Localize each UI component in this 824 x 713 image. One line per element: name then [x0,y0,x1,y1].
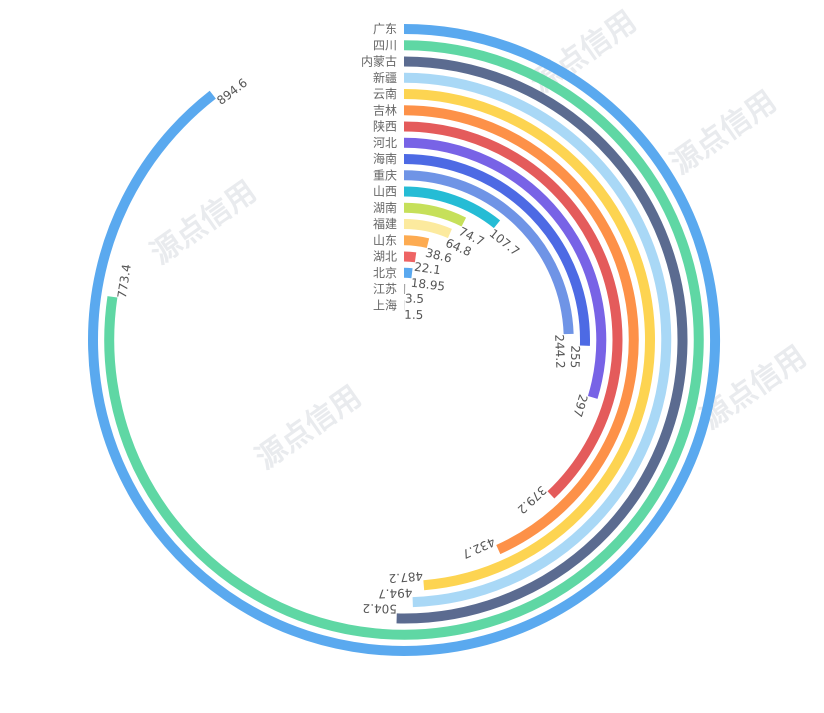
category-label: 江苏 [373,282,397,296]
category-label: 北京 [373,266,397,280]
bar-云南 [403,89,655,591]
category-label: 福建 [373,216,397,231]
category-label: 内蒙古 [361,54,397,69]
category-label: 吉林 [373,103,397,117]
bar-河北 [403,137,607,399]
value-label: 504.2 [362,601,397,616]
value-label: 255 [568,345,583,368]
category-label: 海南 [373,151,397,166]
watermark-text: 源点信用 [145,174,263,271]
bar-广东 [88,24,720,656]
value-label: 432.7 [460,534,497,561]
value-label: 18.95 [410,276,446,294]
bar-山东 [403,235,430,249]
value-label: 773.4 [115,263,134,299]
bar-吉林 [403,105,639,555]
value-label: 244.2 [552,334,567,369]
category-label: 四川 [373,38,397,52]
category-label: 湖北 [373,249,397,264]
value-label: 297 [570,393,590,419]
bar-陕西 [403,121,623,499]
bar-湖南 [403,202,467,227]
category-label: 重庆 [373,168,397,182]
category-label: 山西 [373,185,397,199]
category-label: 上海 [373,297,397,312]
value-label: 22.1 [413,260,441,278]
bar-湖北 [403,251,417,263]
category-label: 云南 [373,86,397,101]
watermark-text: 源点信用 [665,84,783,181]
value-label: 894.6 [214,76,250,108]
value-label: 3.5 [405,292,424,306]
category-label: 陕西 [373,119,397,134]
value-label: 379.2 [515,483,550,517]
bar-福建 [403,219,452,239]
category-label: 新疆 [373,70,397,85]
category-label: 山东 [373,233,397,247]
category-label: 河北 [373,136,397,150]
bar-海南 [403,154,590,346]
value-label: 107.7 [487,226,523,258]
bar-重庆 [403,170,574,335]
bar-内蒙古 [396,56,688,624]
bar-四川 [104,40,704,640]
value-label: 494.7 [378,586,413,601]
watermark-text: 源点信用 [250,379,368,476]
value-label: 1.5 [404,308,423,322]
bar-山西 [403,186,501,229]
category-label: 广东 [373,22,397,36]
value-label: 38.6 [424,246,453,266]
category-label: 湖南 [373,200,397,215]
value-label: 487.2 [388,569,423,586]
bar-新疆 [403,72,672,608]
bar-series [88,24,720,656]
